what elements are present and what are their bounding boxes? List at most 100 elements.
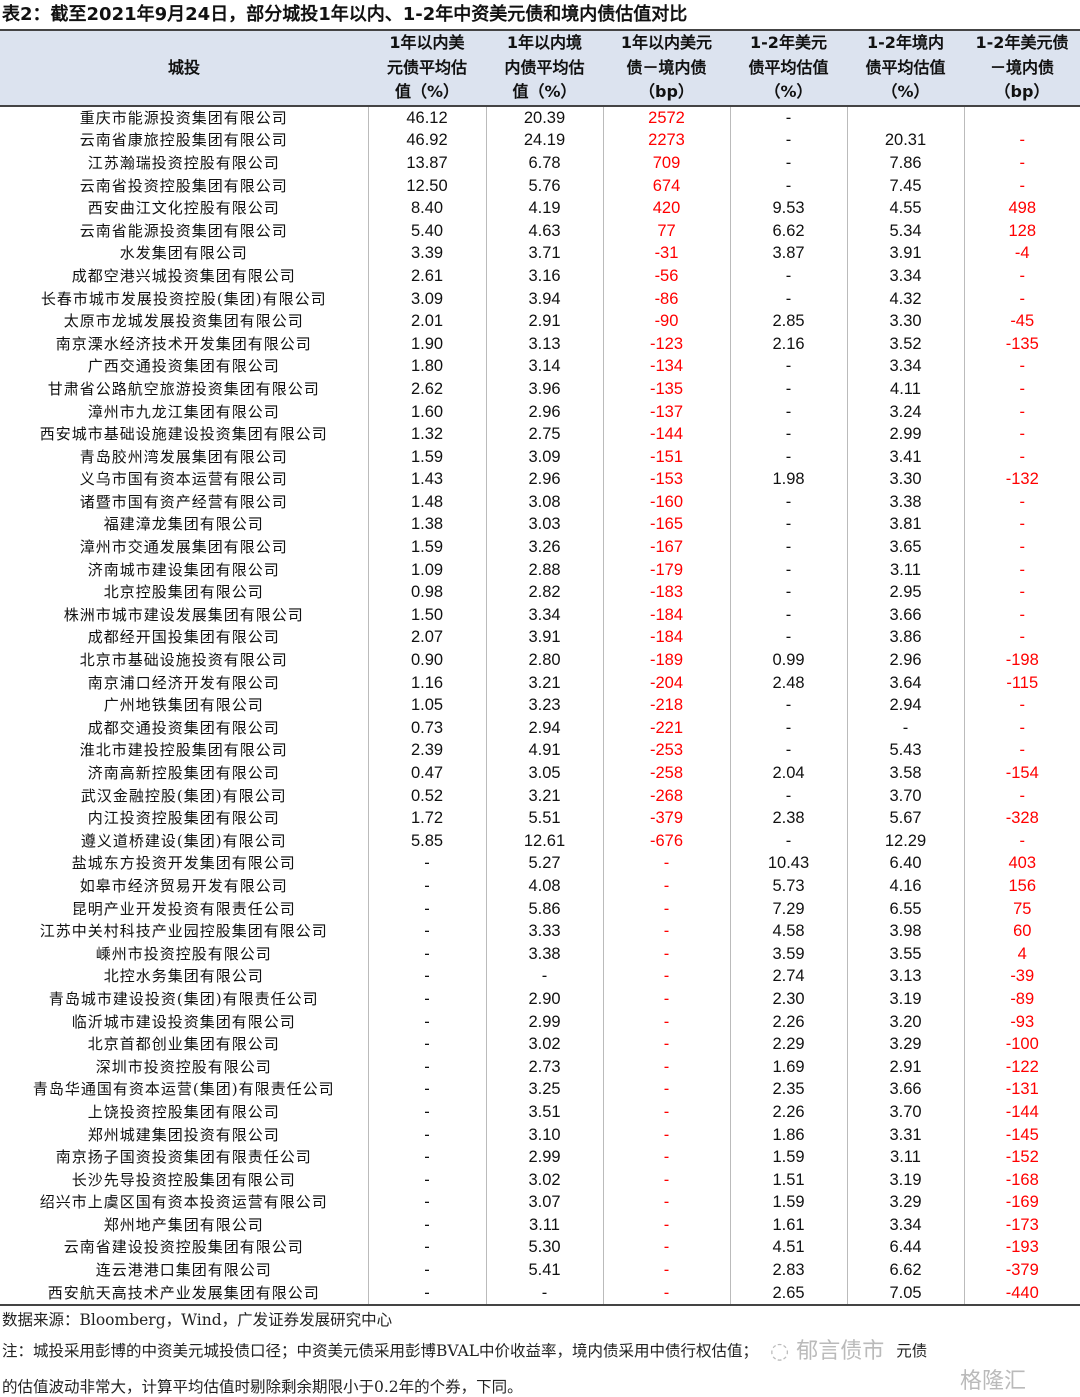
table-row: 水发集团有限公司 3.39 3.71 -31 3.87 3.91 -4: [0, 242, 1080, 265]
value-cell: 4.58: [730, 919, 848, 943]
value-cell: -115: [1006, 673, 1039, 692]
header-line: 值（%）: [512, 82, 577, 101]
value-cell: 2.26: [730, 1100, 848, 1124]
value-cell: -: [730, 829, 848, 853]
value-cell: -: [1019, 447, 1026, 466]
value-cell: -: [1019, 560, 1026, 579]
column-header: 城投: [0, 29, 368, 107]
value-cell: -: [368, 942, 487, 966]
value-cell: 2.61: [368, 264, 487, 288]
value-cell: 2.73: [486, 1055, 604, 1079]
header-line: 1-2年美元债: [975, 33, 1069, 52]
value-cell: -: [603, 987, 731, 1011]
value-cell: 5.85: [368, 829, 487, 853]
value-cell: -: [847, 716, 965, 740]
value-cell: -: [603, 1281, 731, 1306]
value-cell: -: [368, 1191, 487, 1214]
value-cell: -153: [603, 468, 731, 491]
issuer-name: 云南省建设投资控股集团有限公司: [0, 1236, 369, 1259]
value-cell: 3.13: [486, 332, 604, 356]
value-cell: -: [730, 174, 848, 197]
value-cell: 3.81: [847, 513, 965, 536]
value-cell: 4.32: [847, 287, 965, 310]
value-cell: -173: [1005, 1215, 1039, 1234]
table-row: 西安城市基础设施建设投资集团有限公司 1.32 2.75 -144-2.99-: [0, 422, 1080, 446]
value-cell: -: [1019, 289, 1026, 308]
issuer-name: 绍兴市上虞区国有资本投资运营有限公司: [0, 1191, 369, 1214]
table-row: 诸暨市国有资产经营有限公司 1.48 3.08 -160-3.38-: [0, 490, 1080, 514]
value-cell: 3.30: [847, 468, 965, 491]
issuer-name: 青岛华通国有资本运营(集团)有限责任公司: [0, 1078, 369, 1101]
value-cell: 3.21: [486, 671, 604, 694]
value-cell: -440: [964, 1281, 1080, 1306]
value-cell: -: [486, 965, 604, 988]
value-cell: 3.31: [847, 1123, 965, 1146]
value-cell: -123: [603, 332, 731, 356]
value-cell: 1.59: [368, 535, 487, 559]
value-cell: -: [1019, 583, 1026, 602]
value-cell: -167: [603, 535, 731, 559]
value-cell: 3.09: [368, 287, 487, 310]
issuer-name: 漳州市九龙江集团有限公司: [0, 400, 369, 423]
value-cell: -: [730, 603, 848, 627]
value-cell: -: [1019, 831, 1026, 850]
value-cell: 10.43: [730, 852, 848, 875]
table-row: 成都交通投资集团有限公司 0.73 2.94 -221- - -: [0, 716, 1080, 740]
value-cell: 3.34: [847, 355, 965, 378]
table-row: 云南省建设投资控股集团有限公司 -5.30-4.51 6.44 -193: [0, 1236, 1080, 1259]
column-header: 1-2年美元 债平均估值 （%）: [730, 29, 847, 107]
value-cell: -: [603, 1100, 731, 1124]
value-cell: 2.95: [847, 580, 965, 604]
issuer-name: 北控水务集团有限公司: [0, 965, 369, 988]
header-line: 内债平均估: [504, 57, 585, 77]
value-cell: 6.62: [730, 219, 848, 243]
note-line2: 的估值波动非常大，计算平均估值时剔除剩余期限小于0.2年的个券，下同。: [2, 1378, 523, 1396]
value-cell: -: [486, 1281, 604, 1306]
table-row: 青岛华通国有资本运营(集团)有限责任公司 -3.25-2.35 3.66 -131: [0, 1078, 1080, 1101]
value-cell: 2273: [603, 129, 731, 152]
value-cell: 3.34: [486, 603, 604, 627]
value-cell: 46.92: [368, 129, 487, 152]
table-row: 广西交通投资集团有限公司 1.80 3.14 -134-3.34-: [0, 355, 1080, 378]
issuer-name: 郑州城建集团投资有限公司: [0, 1123, 369, 1146]
value-cell: -218: [603, 693, 731, 717]
wechat-watermark-text: 郁言债市: [796, 1339, 885, 1364]
value-cell: -: [603, 1123, 731, 1146]
value-cell: -: [603, 897, 731, 920]
issuer-name: 南京溧水经济技术开发集团有限公司: [0, 332, 369, 356]
value-cell: -: [730, 264, 848, 288]
value-cell: 674: [603, 174, 731, 197]
value-cell: 2.75: [486, 422, 604, 446]
wechat-icon: ◌: [770, 1339, 790, 1364]
issuer-name: 南京扬子国资投资集团有限责任公司: [0, 1145, 369, 1169]
column-header: 1-2年境内 债平均估值 （%）: [847, 29, 964, 107]
table-row: 绍兴市上虞区国有资本投资运营有限公司 -3.07-1.59 3.29 -169: [0, 1191, 1080, 1214]
value-cell: -168: [1005, 1170, 1039, 1189]
table-row: 西安曲江文化控股有限公司 8.40 4.19 420 9.53 4.55 498: [0, 196, 1080, 220]
value-cell: 2.91: [847, 1055, 965, 1079]
header-line: 值（%）: [394, 82, 460, 101]
table-row: 成都空港兴城投资集团有限公司 2.61 3.16 -56-3.34-: [0, 264, 1080, 288]
value-cell: 3.23: [486, 693, 604, 717]
value-cell: -: [730, 151, 848, 175]
value-cell: 2.30: [730, 987, 848, 1011]
value-cell: -328: [1005, 809, 1039, 828]
value-cell: 498: [1008, 199, 1037, 218]
value-cell: 20.31: [847, 129, 965, 152]
value-cell: 1.60: [368, 400, 487, 423]
value-cell: 4.11: [847, 377, 965, 401]
table-row: 南京浦口经济开发有限公司 1.16 3.21 -204 2.48 3.64 -115: [0, 671, 1080, 694]
table-row: 济南城市建设集团有限公司 1.09 2.88 -179-3.11-: [0, 558, 1080, 581]
value-cell: -: [603, 852, 731, 875]
value-cell: 3.38: [847, 490, 965, 514]
value-cell: 3.58: [847, 761, 965, 785]
value-cell: 1.86: [730, 1123, 848, 1146]
issuer-name: 盐城东方投资开发集团有限公司: [0, 852, 369, 875]
value-cell: -: [1019, 131, 1026, 150]
value-cell: -: [730, 129, 848, 152]
value-cell: 3.34: [847, 1213, 965, 1237]
value-cell: -: [368, 852, 487, 875]
value-cell: 2.96: [486, 400, 604, 423]
value-cell: 1.16: [368, 671, 487, 694]
value-cell: -379: [603, 806, 731, 830]
